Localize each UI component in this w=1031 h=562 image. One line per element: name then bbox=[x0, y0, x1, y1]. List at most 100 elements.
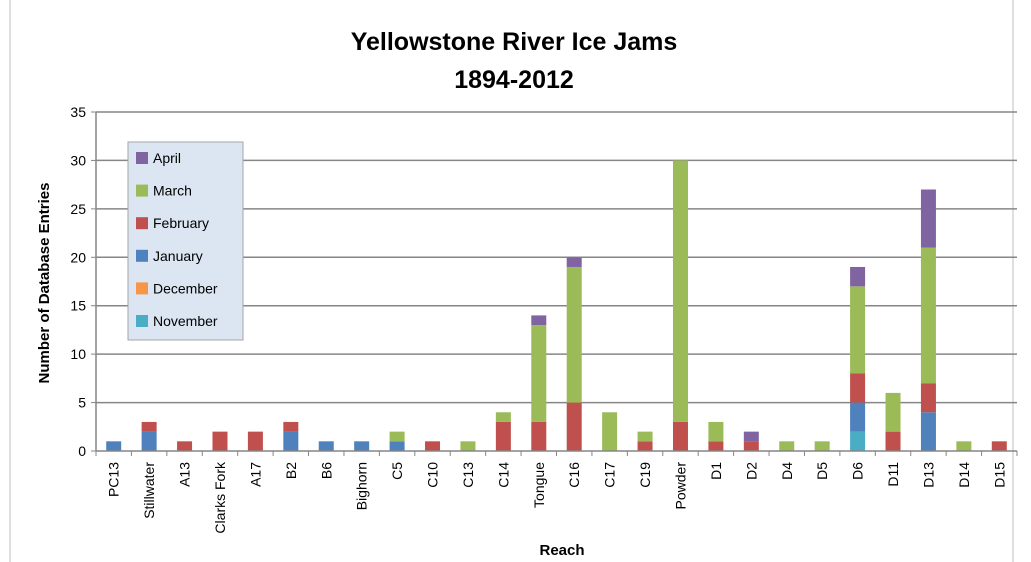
y-tick-label: 15 bbox=[70, 298, 86, 314]
legend-box bbox=[127, 141, 244, 341]
legend-swatch-february bbox=[136, 217, 148, 230]
bar-segment-february bbox=[637, 441, 653, 451]
bar-segment-february bbox=[141, 421, 157, 432]
legend-label-january: January bbox=[153, 248, 203, 264]
bar-segment-january bbox=[106, 441, 122, 451]
bar-segment-february bbox=[566, 402, 582, 451]
legend-label-december: December bbox=[153, 280, 218, 296]
x-tick-label: D2 bbox=[743, 462, 759, 480]
x-tick-label: D6 bbox=[850, 462, 866, 480]
bar-segment-april bbox=[920, 189, 936, 248]
bar-segment-february bbox=[991, 441, 1007, 451]
bar-segment-february bbox=[920, 383, 936, 413]
bar-segment-march bbox=[602, 412, 618, 451]
y-tick-label: 5 bbox=[78, 395, 86, 411]
bar-segment-april bbox=[743, 431, 759, 442]
bar-segment-march bbox=[814, 441, 830, 451]
x-axis-tick-labels: PC13 Stillwater A13 Clarks Fork A17 B2 B6 Bigho… bbox=[106, 461, 1008, 534]
bar-segment-march bbox=[920, 247, 936, 384]
x-tick-label: C14 bbox=[495, 462, 511, 488]
bar-segment-april bbox=[566, 257, 582, 267]
legend-label-february: February bbox=[153, 215, 209, 231]
y-tick-label: 30 bbox=[70, 152, 86, 168]
bar-segment-february bbox=[885, 431, 901, 451]
bar-segment-january bbox=[141, 431, 157, 451]
x-axis-label: Reach bbox=[539, 542, 584, 559]
bar-segment-march bbox=[495, 412, 511, 422]
legend-swatch-november bbox=[136, 315, 148, 327]
bar-segment-march bbox=[637, 431, 653, 442]
bar-segment-january bbox=[354, 441, 370, 451]
bar-segment-march bbox=[779, 441, 795, 451]
bar-segment-march bbox=[389, 431, 405, 442]
x-tick-label: D13 bbox=[920, 462, 936, 488]
y-tick-label: 35 bbox=[70, 104, 86, 120]
bar-segment-march bbox=[708, 421, 724, 442]
bar-segment-january bbox=[283, 431, 299, 451]
legend-swatch-april bbox=[136, 152, 148, 164]
x-tick-label: Powder bbox=[672, 462, 688, 510]
bar-segment-march bbox=[956, 441, 972, 451]
bar-segment-january bbox=[318, 441, 334, 451]
x-tick-label: D4 bbox=[779, 462, 795, 480]
bar-segment-january bbox=[389, 441, 405, 451]
bar-segment-april bbox=[850, 266, 866, 287]
y-tick-label: 0 bbox=[78, 443, 86, 459]
x-tick-label: B2 bbox=[283, 462, 299, 479]
bar-segment-march bbox=[885, 392, 901, 432]
x-tick-label: Stillwater bbox=[141, 462, 157, 519]
bar-segment-april bbox=[531, 315, 547, 326]
bar-segment-february bbox=[283, 421, 299, 432]
bar-segment-november bbox=[850, 431, 866, 451]
legend: April March February January December Novembe… bbox=[127, 141, 244, 341]
y-axis-tick-labels: 0 5 10 15 20 25 30 35 bbox=[70, 104, 86, 459]
gridlines bbox=[91, 111, 1017, 452]
bar-segment-march bbox=[531, 325, 547, 422]
bar-segment-march bbox=[850, 286, 866, 374]
x-tick-label: D1 bbox=[708, 462, 724, 480]
bar-segment-january bbox=[920, 412, 936, 451]
axes bbox=[95, 112, 1018, 456]
x-tick-label: D15 bbox=[991, 462, 1007, 488]
x-tick-label: C10 bbox=[425, 462, 441, 488]
y-axis-label: Number of Database Entries bbox=[36, 183, 53, 384]
x-tick-label: A17 bbox=[247, 462, 263, 487]
x-tick-label: A13 bbox=[177, 462, 193, 487]
legend-swatch-december bbox=[136, 282, 148, 295]
bar-segment-february bbox=[531, 421, 547, 451]
bar-segment-february bbox=[672, 421, 688, 451]
bar-segment-february bbox=[850, 373, 866, 403]
legend-label-march: March bbox=[153, 183, 192, 199]
y-tick-label: 20 bbox=[70, 249, 86, 265]
x-tick-label: D11 bbox=[885, 462, 901, 487]
chart-subtitle: 1894-2012 bbox=[454, 66, 574, 94]
legend-swatch-march bbox=[136, 184, 148, 197]
x-tick-label: C5 bbox=[389, 462, 405, 480]
legend-label-november: November bbox=[153, 313, 218, 329]
x-tick-label: B6 bbox=[318, 462, 334, 479]
y-tick-label: 25 bbox=[70, 201, 86, 217]
bar-segment-february bbox=[708, 441, 724, 451]
bar-segment-february bbox=[212, 431, 228, 451]
bar-segment-february bbox=[177, 441, 193, 451]
x-tick-label: C13 bbox=[460, 462, 476, 488]
bar-segment-march bbox=[672, 160, 688, 422]
bar-segment-march bbox=[460, 441, 476, 451]
legend-swatch-january bbox=[136, 249, 148, 262]
bar-segment-february bbox=[425, 441, 441, 451]
x-tick-label: PC13 bbox=[106, 462, 122, 497]
y-tick-label: 10 bbox=[70, 346, 86, 362]
bars bbox=[106, 160, 1007, 451]
chart-title: Yellowstone River Ice Jams bbox=[351, 28, 678, 56]
bar-segment-january bbox=[850, 402, 866, 432]
x-tick-label: D5 bbox=[814, 462, 830, 480]
x-tick-label: C17 bbox=[602, 462, 618, 488]
x-tick-label: Bighorn bbox=[354, 462, 370, 510]
legend-label-april: April bbox=[153, 150, 181, 166]
bar-segment-february bbox=[495, 421, 511, 451]
bar-segment-february bbox=[247, 431, 263, 451]
x-tick-label: C16 bbox=[566, 462, 582, 488]
x-tick-label: Tongue bbox=[531, 462, 547, 508]
